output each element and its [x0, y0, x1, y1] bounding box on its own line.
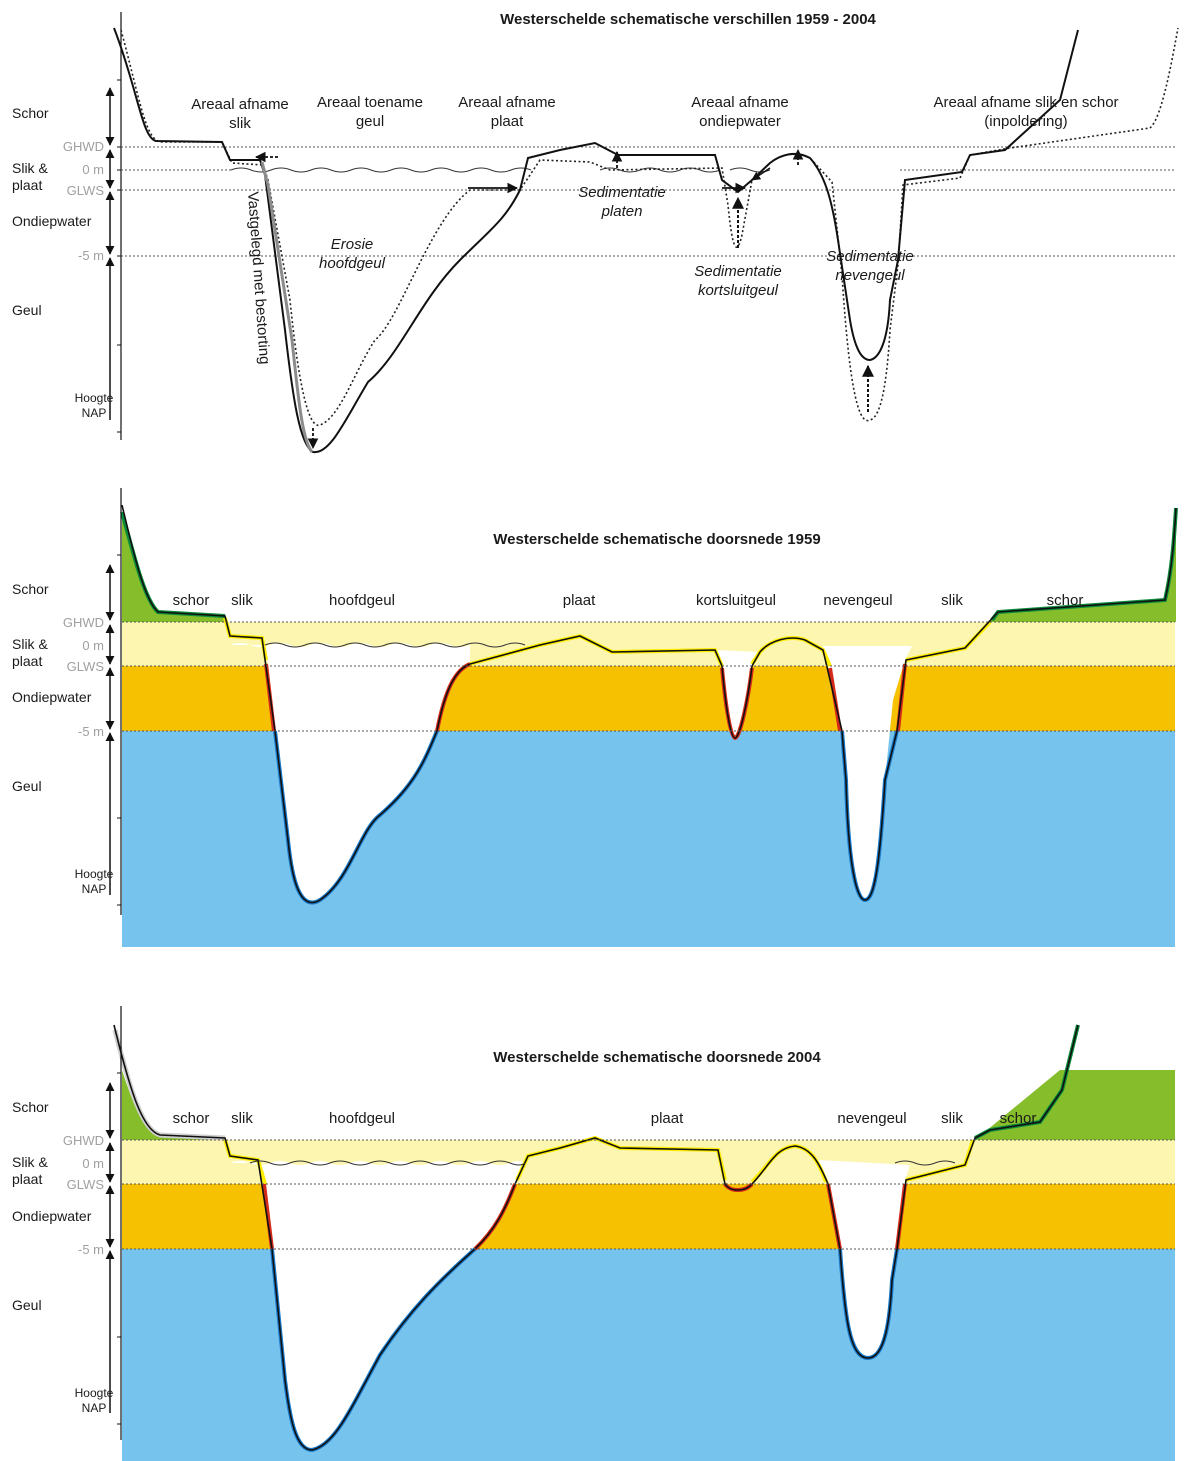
profile-1959-dotted — [120, 27, 1179, 426]
svg-text:slik: slik — [231, 1110, 253, 1127]
p2-label-ondiepwater: Ondiepwater — [12, 689, 92, 705]
p2-label-plaat: plaat — [12, 653, 42, 669]
svg-text:schor: schor — [173, 592, 210, 609]
label-afname-slik-2: slik — [229, 115, 251, 132]
label-sed-platen-1: Sedimentatie — [578, 184, 666, 201]
profile-2004 — [113, 1024, 1079, 1451]
svg-text:slik: slik — [941, 592, 963, 609]
p2-label-nap: NAP — [82, 882, 107, 896]
svg-text:hoofdgeul: hoofdgeul — [329, 1110, 395, 1127]
p3-label-schor: Schor — [12, 1099, 49, 1115]
label-sed-kort-2: kortsluitgeul — [698, 282, 779, 299]
svg-text:plaat: plaat — [563, 592, 596, 609]
label-afname-plaat-2: plaat — [491, 113, 524, 130]
p1-level-0m: 0 m — [82, 162, 104, 177]
panel-2004: Schor Slik & plaat Ondiepwater Geul Hoog… — [12, 1006, 1175, 1461]
label-erosie-1: Erosie — [331, 236, 374, 253]
profile-2004-solid — [113, 27, 1079, 454]
svg-text:slik: slik — [231, 592, 253, 609]
p2-level-ghwd: GHWD — [63, 615, 104, 630]
p2-label-slik: Slik & — [12, 636, 48, 652]
p3-level-glws: GLWS — [67, 1177, 105, 1192]
label-toename-geul-2: geul — [356, 113, 384, 130]
p3-label-nap: NAP — [82, 1401, 107, 1415]
panel3-axis: Schor Slik & plaat Ondiepwater Geul Hoog… — [12, 1006, 122, 1440]
svg-text:slik: slik — [941, 1110, 963, 1127]
p1-level-minus5: -5 m — [78, 248, 104, 263]
svg-text:plaat: plaat — [651, 1110, 684, 1127]
p3-label-plaat: plaat — [12, 1171, 42, 1187]
p2-label-geul: Geul — [12, 778, 42, 794]
panel1-change-arrows — [254, 148, 874, 450]
p1-label-hoogte: Hoogte — [75, 391, 114, 405]
svg-text:schor: schor — [1047, 592, 1084, 609]
p3-label-geul: Geul — [12, 1297, 42, 1313]
svg-text:schor: schor — [1000, 1110, 1037, 1127]
svg-text:schor: schor — [173, 1110, 210, 1127]
panel2-title: Westerschelde schematische doorsnede 195… — [493, 531, 820, 548]
label-toename-geul-1: Areaal toename — [317, 94, 423, 111]
panel2-axis: Schor Slik & plaat Ondiepwater Geul Hoog… — [12, 488, 122, 915]
p3-level-ghwd: GHWD — [63, 1133, 104, 1148]
label-sed-platen-2: platen — [601, 203, 643, 220]
water-mask-2004 — [230, 1161, 525, 1450]
band-schor-left-1959 — [122, 515, 225, 622]
label-sed-kort-1: Sedimentatie — [694, 263, 782, 280]
p2-label-hoogte: Hoogte — [75, 867, 114, 881]
p2-level-minus5: -5 m — [78, 724, 104, 739]
label-afname-slik-1: Areaal afname — [191, 96, 289, 113]
panel-differences: Westerschelde schematische verschillen 1… — [12, 11, 1179, 454]
panel3-labels: schor slik hoofdgeul plaat nevengeul sli… — [173, 1110, 1037, 1127]
p1-label-schor: Schor — [12, 105, 49, 121]
label-erosie-2: hoofdgeul — [319, 255, 386, 272]
label-sed-neven-2: nevengeul — [835, 267, 905, 284]
panel1-annotations: Areaal afname slik Areaal toename geul A… — [191, 94, 1118, 365]
p1-label-geul: Geul — [12, 302, 42, 318]
p3-label-hoogte: Hoogte — [75, 1386, 114, 1400]
band-schor-left-2004 — [122, 1070, 225, 1140]
svg-text:kortsluitgeul: kortsluitgeul — [696, 592, 776, 609]
water-line-mid — [599, 167, 721, 173]
p1-label-slik: Slik & — [12, 160, 48, 176]
water-mask-1959 — [230, 643, 470, 903]
panel-1959: Schor Slik & plaat Ondiepwater Geul Hoog… — [12, 488, 1178, 947]
profile-1959 — [121, 504, 1177, 904]
svg-text:nevengeul: nevengeul — [823, 592, 892, 609]
p3-level-minus5: -5 m — [78, 1242, 104, 1257]
p2-level-0m: 0 m — [82, 638, 104, 653]
label-afname-ondiep-1: Areaal afname — [691, 94, 789, 111]
panel1-title: Westerschelde schematische verschillen 1… — [500, 11, 876, 28]
p3-label-slik: Slik & — [12, 1154, 48, 1170]
p2-level-glws: GLWS — [67, 659, 105, 674]
label-afname-schor-1: Areaal afname slik en schor — [933, 94, 1118, 111]
water-line-left — [230, 167, 532, 173]
panel1-reference-lines — [121, 146, 1175, 257]
p1-label-nap: NAP — [82, 406, 107, 420]
label-vastgelegd: Vastgelegd met bestorting — [244, 191, 273, 365]
panel1-axis: Schor Slik & plaat Ondiepwater Geul Hoog… — [12, 12, 122, 440]
svg-text:hoofdgeul: hoofdgeul — [329, 592, 395, 609]
p3-level-0m: 0 m — [82, 1156, 104, 1171]
label-afname-schor-2: (inpoldering) — [984, 113, 1067, 130]
panel3-title: Westerschelde schematische doorsnede 200… — [493, 1049, 821, 1066]
label-sed-neven-1: Sedimentatie — [826, 248, 914, 265]
p1-level-ghwd: GHWD — [63, 139, 104, 154]
p1-label-plaat: plaat — [12, 177, 42, 193]
label-afname-ondiep-2: ondiepwater — [699, 113, 781, 130]
p1-level-glws: GLWS — [67, 183, 105, 198]
panel2-labels: schor slik hoofdgeul plaat kortsluitgeul… — [173, 592, 1084, 609]
label-afname-plaat-1: Areaal afname — [458, 94, 556, 111]
band-schor-right-1959 — [990, 508, 1176, 622]
p2-label-schor: Schor — [12, 581, 49, 597]
p3-label-ondiepwater: Ondiepwater — [12, 1208, 92, 1224]
svg-text:nevengeul: nevengeul — [837, 1110, 906, 1127]
p1-label-ondiepwater: Ondiepwater — [12, 213, 92, 229]
